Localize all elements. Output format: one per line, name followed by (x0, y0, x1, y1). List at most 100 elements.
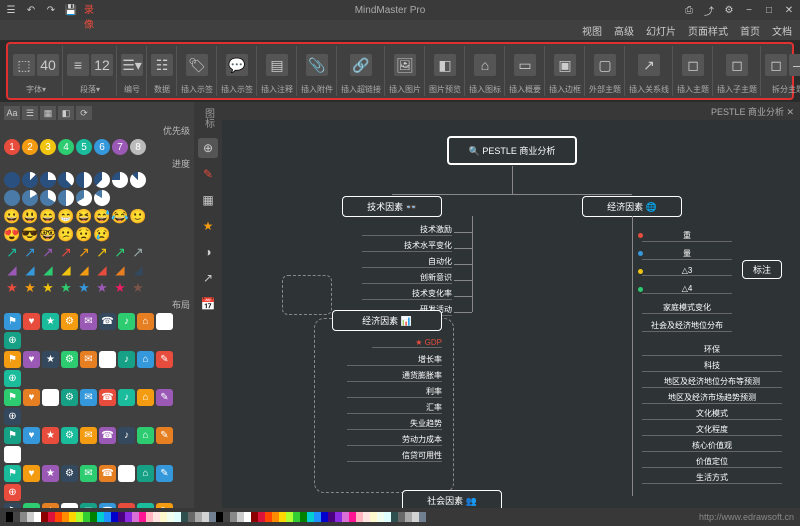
library-icon[interactable]: ★ (130, 280, 146, 296)
grid-icon[interactable]: ♥ (23, 503, 40, 508)
ribbon-button[interactable]: ▣ (554, 54, 576, 76)
menu-icon[interactable]: ☰ (4, 3, 18, 17)
library-icon[interactable]: 😟 (76, 226, 92, 242)
library-icon[interactable]: ★ (58, 280, 74, 296)
tab-icon[interactable]: ☰ (22, 106, 38, 120)
ribbon-button[interactable]: 40 (37, 54, 59, 76)
color-swatch[interactable] (300, 512, 307, 522)
color-swatch[interactable] (265, 512, 272, 522)
color-swatch[interactable] (419, 512, 426, 522)
tab-icon[interactable]: ⟳ (76, 106, 92, 120)
color-swatch[interactable] (342, 512, 349, 522)
color-swatch[interactable] (188, 512, 195, 522)
grid-icon[interactable]: ⚙ (61, 351, 78, 368)
library-icon[interactable]: ↗ (130, 244, 146, 260)
color-swatch[interactable] (293, 512, 300, 522)
library-icon[interactable]: ↗ (76, 244, 92, 260)
library-icon[interactable] (130, 172, 146, 188)
color-swatch[interactable] (279, 512, 286, 522)
library-icon[interactable]: 😄 (40, 208, 56, 224)
library-icon[interactable]: ◢ (94, 262, 110, 278)
color-swatch[interactable] (153, 512, 160, 522)
library-icon[interactable]: ◢ (76, 262, 92, 278)
ribbon-button[interactable]: 🔗 (350, 54, 372, 76)
library-icon[interactable]: 😆 (76, 208, 92, 224)
library-icon[interactable]: 8 (130, 139, 146, 155)
grid-icon[interactable]: ♪ (118, 351, 135, 368)
grid-icon[interactable]: ⚙ (61, 465, 78, 482)
maximize-icon[interactable]: □ (762, 3, 776, 17)
redo-icon[interactable]: ↷ (44, 3, 58, 17)
mindmap-node[interactable]: 家庭模式变化 (642, 302, 732, 314)
library-icon[interactable] (76, 190, 92, 206)
ribbon-button[interactable]: ⬚ (13, 54, 35, 76)
color-swatch[interactable] (328, 512, 335, 522)
grid-icon[interactable]: ✎ (156, 389, 173, 406)
color-swatch[interactable] (370, 512, 377, 522)
color-swatch[interactable] (181, 512, 188, 522)
ribbon-button[interactable]: — (789, 54, 800, 76)
color-swatch[interactable] (209, 512, 216, 522)
color-swatch[interactable] (412, 512, 419, 522)
grid-icon[interactable]: ★ (42, 427, 59, 444)
color-swatch[interactable] (391, 512, 398, 522)
library-icon[interactable]: ◢ (22, 262, 38, 278)
grid-icon[interactable]: ♥ (23, 313, 40, 330)
mindmap-node[interactable]: 社会及经济地位分布 (642, 320, 732, 332)
mindmap-node[interactable]: 信贷可用性 (347, 450, 442, 462)
grid-icon[interactable]: ⚑ (4, 351, 21, 368)
mindmap-node[interactable]: 经济因素 🌐 (582, 196, 682, 217)
grid-icon[interactable]: ★ (42, 465, 59, 482)
color-swatch[interactable] (69, 512, 76, 522)
color-swatch[interactable] (132, 512, 139, 522)
grid-icon[interactable]: ♪ (118, 503, 135, 508)
library-icon[interactable] (40, 190, 56, 206)
mindmap-node[interactable]: 创新意识 (362, 272, 452, 284)
library-icon[interactable]: 5 (76, 139, 92, 155)
mindmap-canvas[interactable]: 🔍 PESTLE 商业分析技术因素 👓经济因素 🌐技术激励技术水平变化自动化创新… (222, 120, 800, 508)
menu-item[interactable]: 页面样式 (688, 23, 728, 38)
color-swatch[interactable] (27, 512, 34, 522)
library-icon[interactable] (22, 172, 38, 188)
library-icon[interactable]: ◢ (4, 262, 20, 278)
library-icon[interactable]: 😀 (4, 208, 20, 224)
grid-icon[interactable]: ⊕ (4, 484, 21, 501)
color-palette[interactable] (6, 512, 426, 522)
grid-icon[interactable]: ⌂ (137, 465, 154, 482)
save-icon[interactable]: 💾 (64, 3, 78, 17)
record-icon[interactable]: ●录像 (84, 3, 98, 17)
ribbon-button[interactable]: ↗ (638, 54, 660, 76)
color-swatch[interactable] (377, 512, 384, 522)
tool-icon[interactable]: 📅 (198, 294, 218, 314)
grid-icon[interactable]: ☎ (99, 465, 116, 482)
grid-icon[interactable]: ⌂ (137, 351, 154, 368)
library-icon[interactable] (112, 172, 128, 188)
ribbon-button[interactable]: 🏷 (186, 54, 208, 76)
color-swatch[interactable] (237, 512, 244, 522)
library-icon[interactable]: 😢 (94, 226, 110, 242)
grid-icon[interactable]: ✎ (156, 503, 173, 508)
color-swatch[interactable] (118, 512, 125, 522)
color-swatch[interactable] (55, 512, 62, 522)
library-icon[interactable]: ↗ (112, 244, 128, 260)
grid-icon[interactable]: ♥ (23, 389, 40, 406)
color-swatch[interactable] (6, 512, 13, 522)
ribbon-button[interactable]: ☷ (151, 54, 173, 76)
color-swatch[interactable] (20, 512, 27, 522)
library-icon[interactable] (58, 172, 74, 188)
color-swatch[interactable] (160, 512, 167, 522)
library-icon[interactable]: 😅 (94, 208, 110, 224)
undo-icon[interactable]: ↶ (24, 3, 38, 17)
library-icon[interactable]: ★ (22, 280, 38, 296)
menu-item[interactable]: 幻灯片 (646, 23, 676, 38)
color-swatch[interactable] (13, 512, 20, 522)
mindmap-node[interactable]: 增长率 (347, 354, 442, 366)
mindmap-node[interactable]: 利率 (347, 386, 442, 398)
color-swatch[interactable] (335, 512, 342, 522)
color-swatch[interactable] (34, 512, 41, 522)
menu-item[interactable]: 视图 (582, 23, 602, 38)
mindmap-node[interactable]: 劳动力成本 (347, 434, 442, 446)
tab-icon[interactable]: ▦ (40, 106, 56, 120)
color-swatch[interactable] (125, 512, 132, 522)
settings-icon[interactable]: ⚙ (722, 3, 736, 17)
